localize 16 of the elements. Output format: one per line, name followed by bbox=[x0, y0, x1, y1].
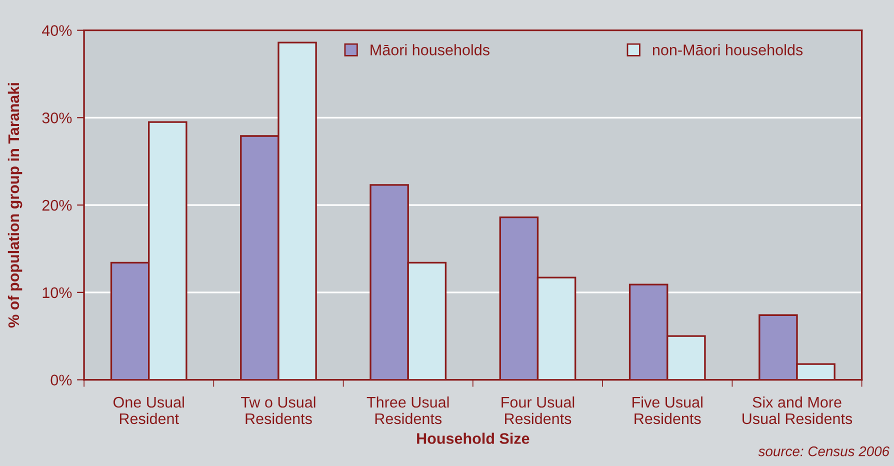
x-tick-label: Tw o Usual Residents bbox=[241, 396, 316, 424]
y-axis-title: % of population group in Taranaki bbox=[8, 83, 22, 328]
y-tick-label: 20% bbox=[42, 200, 72, 211]
legend-label: non-Māori households bbox=[652, 44, 803, 56]
x-axis-title: Household Size bbox=[417, 432, 530, 444]
x-tick-label: Six and More Usual Residents bbox=[742, 396, 852, 424]
x-tick-label: Three Usual Residents bbox=[366, 396, 449, 424]
source-note: source: Census 2006 bbox=[758, 446, 890, 456]
x-tick-label: One Usual Resident bbox=[113, 396, 184, 424]
legend-label: Māori households bbox=[370, 44, 490, 56]
y-tick-label: 30% bbox=[42, 112, 72, 124]
y-tick-label: 0% bbox=[50, 374, 72, 386]
y-tick-label: 10% bbox=[42, 287, 72, 298]
x-tick-label: Four Usual Residents bbox=[502, 396, 574, 424]
x-tick-label: Five Usual Residents bbox=[632, 396, 702, 424]
y-tick-label: 40% bbox=[42, 25, 72, 36]
